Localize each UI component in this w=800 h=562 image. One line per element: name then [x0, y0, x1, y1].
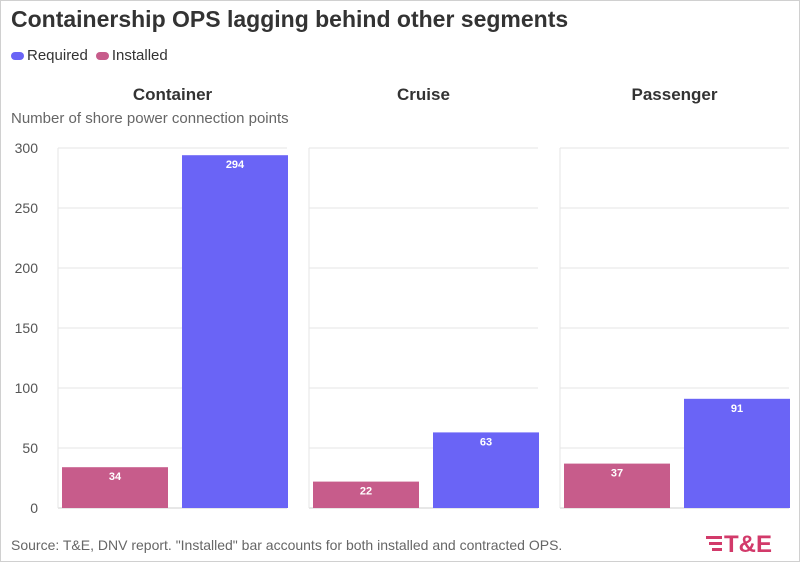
- panel-title-cruise: Cruise: [397, 85, 450, 104]
- y-tick-label: 50: [22, 440, 38, 456]
- data-label-cruise-required: 63: [480, 436, 492, 448]
- y-tick-label: 200: [15, 260, 39, 276]
- te-logo: T&E: [706, 531, 772, 558]
- legend-swatch-installed: [95, 51, 109, 60]
- data-label-passenger-required: 91: [731, 403, 743, 415]
- bar-passenger-required: [684, 398, 790, 508]
- y-tick-label: 300: [15, 140, 39, 156]
- y-axis-label: Number of shore power connection points: [11, 110, 289, 127]
- legend: Required Installed: [11, 47, 176, 64]
- y-tick-label: 0: [30, 500, 38, 516]
- legend-swatch-required: [11, 51, 24, 60]
- panel-title-container: Container: [133, 85, 213, 104]
- y-tick-label: 250: [15, 200, 39, 216]
- bar-container-installed: [62, 467, 168, 508]
- bar-passenger-installed: [564, 463, 670, 508]
- data-label-container-installed: 34: [109, 471, 122, 483]
- legend-item-required: Required: [11, 47, 88, 64]
- data-label-cruise-installed: 22: [360, 486, 372, 498]
- source-note: Source: T&E, DNV report. "Installed" bar…: [11, 537, 563, 553]
- data-label-passenger-installed: 37: [611, 468, 623, 480]
- bar-container-required: [182, 155, 288, 508]
- logo-speed-lines-icon: [706, 536, 722, 551]
- data-label-container-required: 294: [226, 159, 245, 171]
- y-tick-label: 100: [15, 380, 39, 396]
- chart-title: Containership OPS lagging behind other s…: [11, 6, 569, 32]
- legend-label-installed: Installed: [111, 47, 168, 64]
- bar-cruise-required: [433, 432, 539, 508]
- logo-text: T&E: [724, 531, 772, 558]
- legend-item-installed: Installed: [95, 47, 168, 64]
- bar-cruise-installed: [313, 481, 419, 508]
- legend-label-required: Required: [27, 47, 88, 64]
- panel-title-passenger: Passenger: [632, 85, 718, 104]
- y-tick-label: 150: [15, 320, 39, 336]
